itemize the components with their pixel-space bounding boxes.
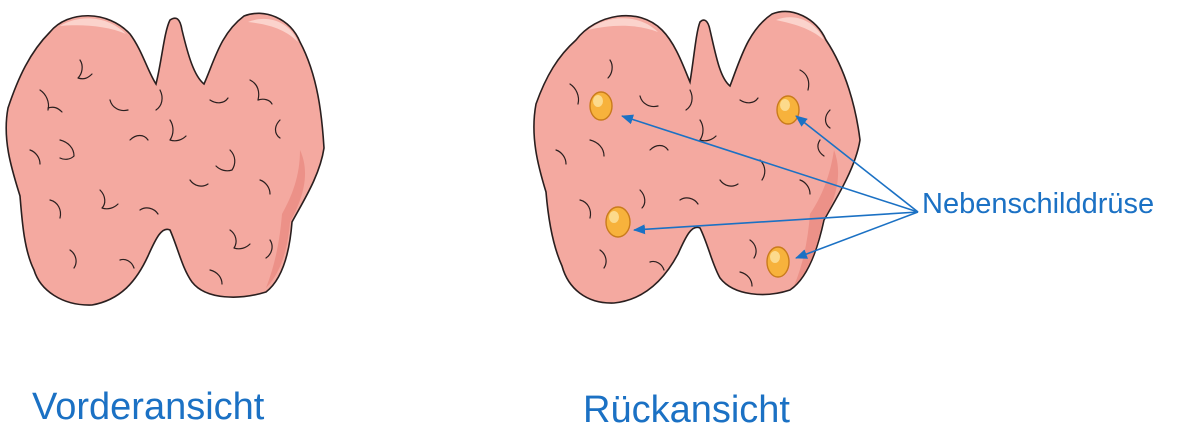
thyroid-back-highlight: [776, 17, 824, 40]
parathyroid-gland: [605, 206, 631, 238]
arrow-to-parathyroid: [633, 211, 919, 235]
parathyroid-gland: [766, 246, 790, 278]
front-view-label: Vorderansicht: [32, 386, 265, 428]
parathyroid-gland: [589, 91, 613, 121]
back-view-label: Rückansicht: [583, 389, 790, 431]
arrow-to-parathyroid: [795, 211, 919, 259]
thyroid-back-view: [533, 10, 861, 304]
thyroid-front-outline: [5, 12, 325, 306]
thyroid-front-highlight: [248, 18, 298, 42]
thyroid-front-shadow: [266, 150, 306, 288]
parathyroid-label: Nebenschilddrüse: [922, 188, 1155, 220]
arrow-to-parathyroid: [621, 114, 919, 213]
thyroid-back-highlight: [588, 18, 658, 32]
parathyroid-arrows: [621, 114, 919, 259]
thyroid-front-view: [5, 12, 325, 306]
thyroid-front-highlight: [60, 18, 126, 34]
parathyroid-gland: [776, 95, 800, 125]
arrow-to-parathyroid: [795, 115, 919, 213]
thyroid-front-texture: [29, 59, 281, 285]
